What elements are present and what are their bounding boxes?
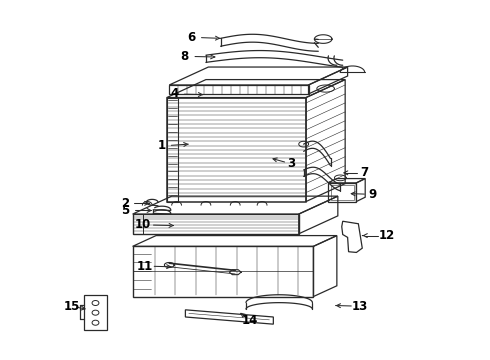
Text: 10: 10 <box>134 218 150 231</box>
Text: 11: 11 <box>137 260 153 273</box>
Text: 3: 3 <box>287 157 295 170</box>
Text: 9: 9 <box>368 188 376 201</box>
Text: 5: 5 <box>121 204 129 217</box>
Text: 8: 8 <box>180 50 188 63</box>
Text: 12: 12 <box>379 229 395 242</box>
Text: 7: 7 <box>361 166 369 179</box>
Text: 13: 13 <box>352 300 368 313</box>
Text: 4: 4 <box>170 87 178 100</box>
Text: 14: 14 <box>242 314 258 327</box>
Text: 1: 1 <box>158 139 166 152</box>
Text: 15: 15 <box>63 300 80 313</box>
Text: 6: 6 <box>187 31 196 44</box>
Text: 2: 2 <box>121 197 129 210</box>
